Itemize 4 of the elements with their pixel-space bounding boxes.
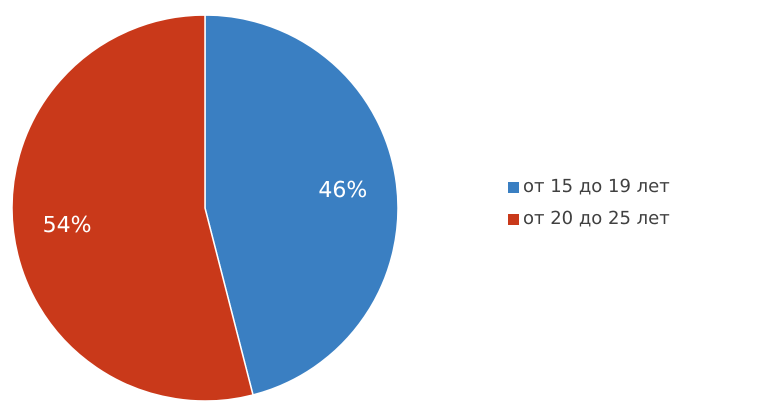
legend-label: от 20 до 25 лет	[523, 208, 670, 229]
legend-label: от 15 до 19 лет	[523, 176, 670, 197]
data-label: 54%	[42, 212, 92, 238]
data-label: 46%	[318, 178, 368, 204]
